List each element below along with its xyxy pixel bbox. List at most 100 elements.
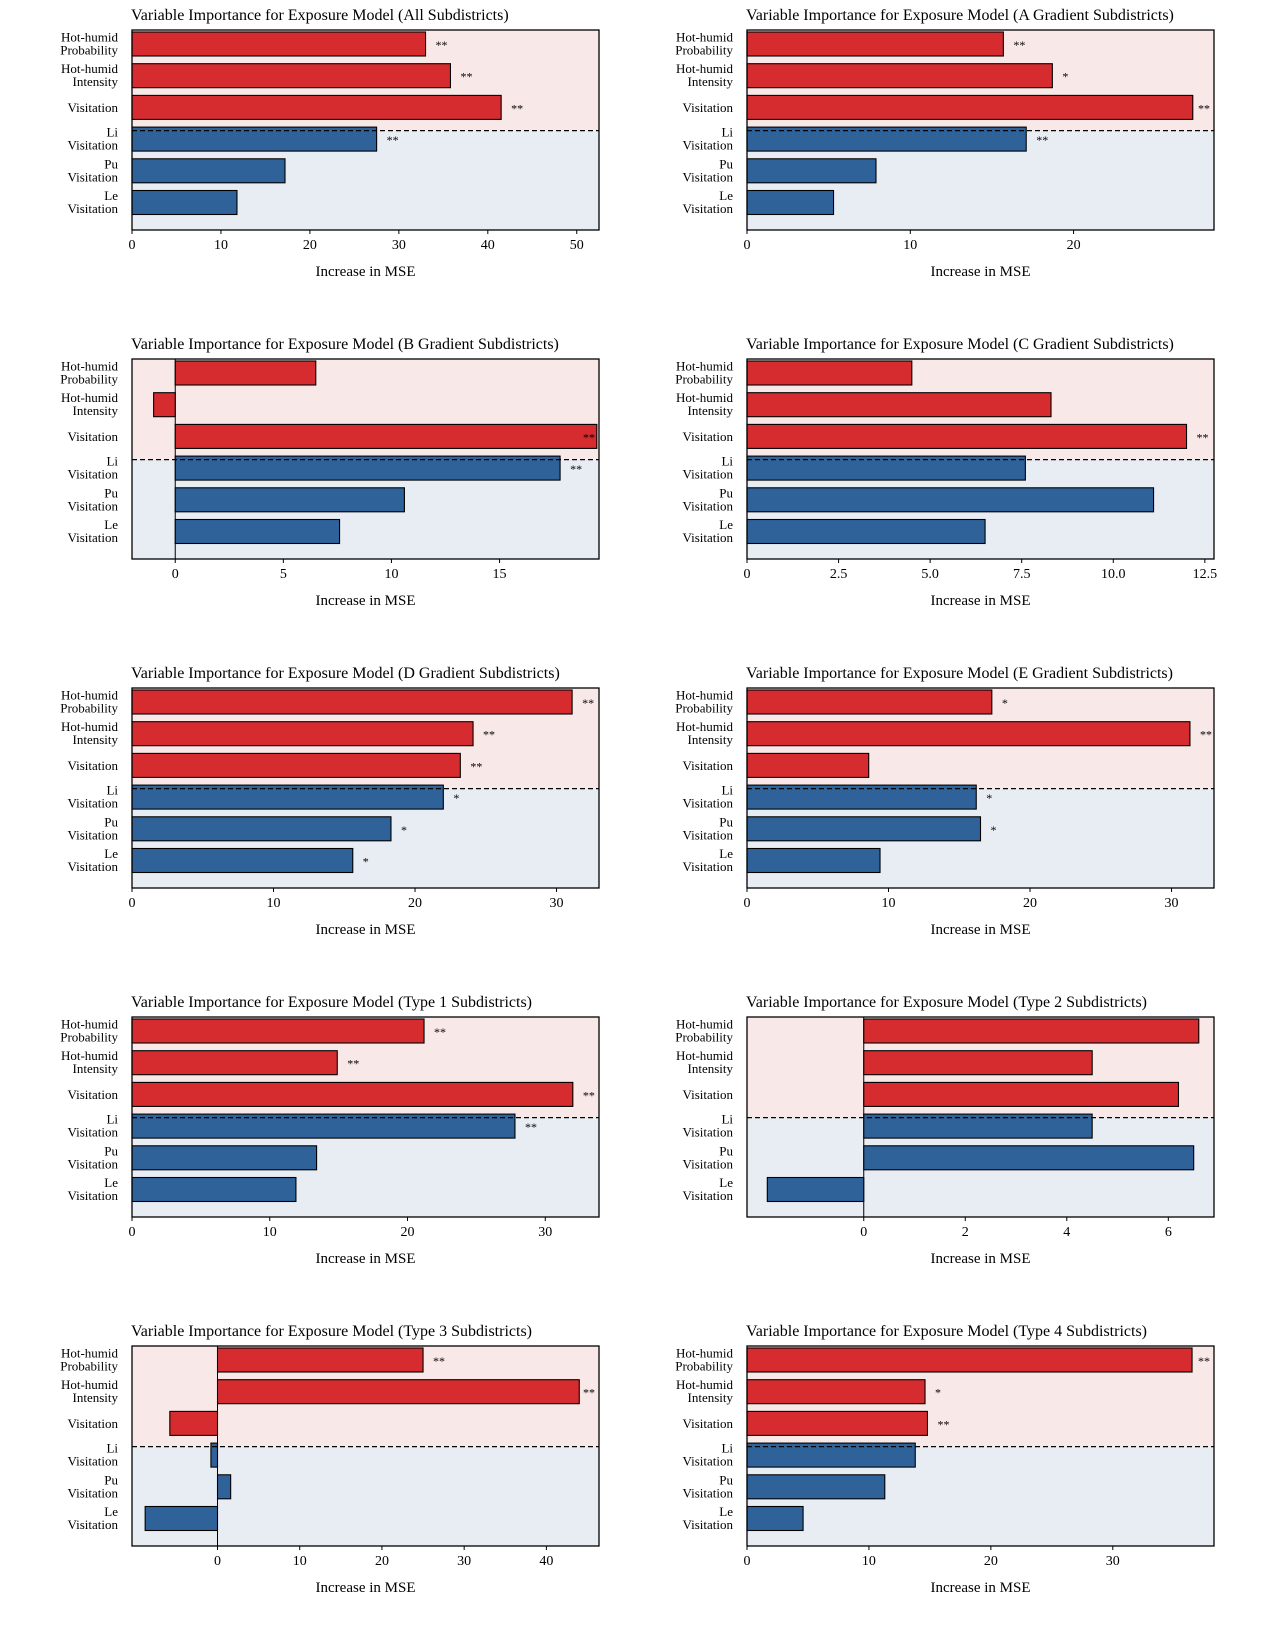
bar-1 bbox=[131, 31, 427, 57]
significance-mark: ** bbox=[1013, 38, 1025, 52]
bar-1 bbox=[174, 360, 317, 386]
significance-mark: ** bbox=[1200, 728, 1212, 742]
chart-panel-2: Variable Importance for Exposure Model (… bbox=[675, 7, 1215, 280]
chart-title: Variable Importance for Exposure Model (… bbox=[131, 665, 560, 682]
bar-6 bbox=[746, 1505, 804, 1532]
bar-6 bbox=[746, 518, 986, 545]
x-tick-label: 10 bbox=[862, 1554, 876, 1569]
x-tick-label: 10 bbox=[384, 567, 398, 582]
x-tick-label: 0 bbox=[860, 1225, 867, 1240]
x-tick-label: 30 bbox=[392, 238, 406, 253]
x-tick-label: 2 bbox=[962, 1225, 969, 1240]
bar-4 bbox=[863, 1113, 1093, 1139]
category-label: Li Visitation bbox=[683, 1112, 734, 1140]
bar-4 bbox=[210, 1442, 219, 1468]
x-tick-label: 7.5 bbox=[1013, 567, 1031, 582]
category-label: Hot-humid Probability bbox=[60, 1017, 118, 1045]
chart-title: Variable Importance for Exposure Model (… bbox=[746, 7, 1174, 24]
bar-6 bbox=[131, 847, 354, 874]
chart-title: Variable Importance for Exposure Model (… bbox=[131, 336, 559, 353]
significance-mark: ** bbox=[436, 38, 448, 52]
bar-2 bbox=[746, 392, 1052, 418]
bar-3 bbox=[174, 423, 598, 449]
chart-panel-6: Variable Importance for Exposure Model (… bbox=[675, 665, 1215, 938]
x-tick-label: 6 bbox=[1165, 1225, 1172, 1240]
category-label: Li Visitation bbox=[68, 1112, 119, 1140]
x-tick-label: 2.5 bbox=[830, 567, 848, 582]
category-label: Le Visitation bbox=[68, 1504, 119, 1532]
category-label: Hot-humid Intensity bbox=[61, 1048, 119, 1076]
chart-panel-1: Variable Importance for Exposure Model (… bbox=[60, 7, 600, 280]
chart-panel-7: Variable Importance for Exposure Model (… bbox=[60, 994, 600, 1267]
category-label: Hot-humid Intensity bbox=[61, 1377, 119, 1405]
category-label: Li Visitation bbox=[68, 783, 119, 811]
bar-3 bbox=[131, 1081, 574, 1107]
x-axis-label: Increase in MSE bbox=[316, 1251, 416, 1267]
category-label: Li Visitation bbox=[683, 125, 734, 153]
chart-title: Variable Importance for Exposure Model (… bbox=[746, 1323, 1147, 1340]
category-label: Visitation bbox=[683, 758, 734, 773]
bar-2 bbox=[746, 63, 1053, 89]
significance-mark: * bbox=[363, 855, 369, 869]
significance-mark: ** bbox=[470, 759, 482, 773]
bar-1 bbox=[863, 1018, 1200, 1044]
category-label: Pu Visitation bbox=[68, 1472, 119, 1500]
category-label: Visitation bbox=[68, 1416, 119, 1431]
significance-mark: ** bbox=[583, 1386, 595, 1400]
significance-mark: ** bbox=[937, 1417, 949, 1431]
significance-mark: * bbox=[991, 823, 997, 837]
category-label: Visitation bbox=[68, 1087, 119, 1102]
x-tick-label: 10 bbox=[267, 896, 281, 911]
x-axis-label: Increase in MSE bbox=[316, 1580, 416, 1596]
chart-title: Variable Importance for Exposure Model (… bbox=[746, 665, 1173, 682]
bar-2 bbox=[863, 1050, 1093, 1076]
category-label: Hot-humid Probability bbox=[675, 1017, 733, 1045]
category-label: Pu Visitation bbox=[683, 156, 734, 184]
x-tick-label: 5 bbox=[280, 567, 287, 582]
x-tick-label: 30 bbox=[538, 1225, 552, 1240]
plot-frame bbox=[746, 29, 1215, 231]
category-label: Li Visitation bbox=[68, 125, 119, 153]
x-tick-label: 0 bbox=[744, 1554, 751, 1569]
category-label: Pu Visitation bbox=[683, 1472, 734, 1500]
bar-3 bbox=[863, 1081, 1180, 1107]
bar-1 bbox=[131, 689, 573, 715]
chart-title: Variable Importance for Exposure Model (… bbox=[131, 1323, 532, 1340]
bar-5 bbox=[131, 1145, 318, 1171]
chart-panel-10: Variable Importance for Exposure Model (… bbox=[675, 1323, 1215, 1596]
significance-mark: ** bbox=[1197, 430, 1209, 444]
category-label: Le Visitation bbox=[683, 1504, 734, 1532]
category-label: Visitation bbox=[68, 429, 119, 444]
x-tick-label: 10 bbox=[882, 896, 896, 911]
significance-mark: ** bbox=[583, 1088, 595, 1102]
category-label: Visitation bbox=[683, 100, 734, 115]
category-label: Hot-humid Intensity bbox=[61, 719, 119, 747]
category-label: Li Visitation bbox=[68, 454, 119, 482]
bar-5 bbox=[746, 158, 877, 184]
significance-mark: * bbox=[935, 1386, 941, 1400]
x-tick-label: 0 bbox=[744, 238, 751, 253]
x-tick-label: 20 bbox=[984, 1554, 998, 1569]
x-tick-label: 10 bbox=[293, 1554, 307, 1569]
bar-3 bbox=[131, 94, 502, 120]
x-tick-label: 12.5 bbox=[1193, 567, 1218, 582]
x-tick-label: 0 bbox=[172, 567, 179, 582]
category-label: Visitation bbox=[68, 100, 119, 115]
x-tick-label: 20 bbox=[401, 1225, 415, 1240]
x-axis-label: Increase in MSE bbox=[316, 593, 416, 609]
x-tick-label: 10 bbox=[214, 238, 228, 253]
x-tick-label: 30 bbox=[1106, 1554, 1120, 1569]
x-tick-label: 30 bbox=[457, 1554, 471, 1569]
bar-3 bbox=[746, 752, 870, 778]
x-axis-label: Increase in MSE bbox=[931, 1580, 1031, 1596]
x-tick-label: 15 bbox=[493, 567, 507, 582]
bar-3 bbox=[131, 752, 461, 778]
bar-5 bbox=[131, 816, 392, 842]
bar-1 bbox=[746, 360, 913, 386]
x-axis-label: Increase in MSE bbox=[931, 922, 1031, 938]
x-tick-label: 20 bbox=[303, 238, 317, 253]
significance-mark: ** bbox=[570, 462, 582, 476]
plot-frame bbox=[746, 1016, 1215, 1218]
bar-2 bbox=[216, 1379, 580, 1405]
x-axis-label: Increase in MSE bbox=[931, 1251, 1031, 1267]
